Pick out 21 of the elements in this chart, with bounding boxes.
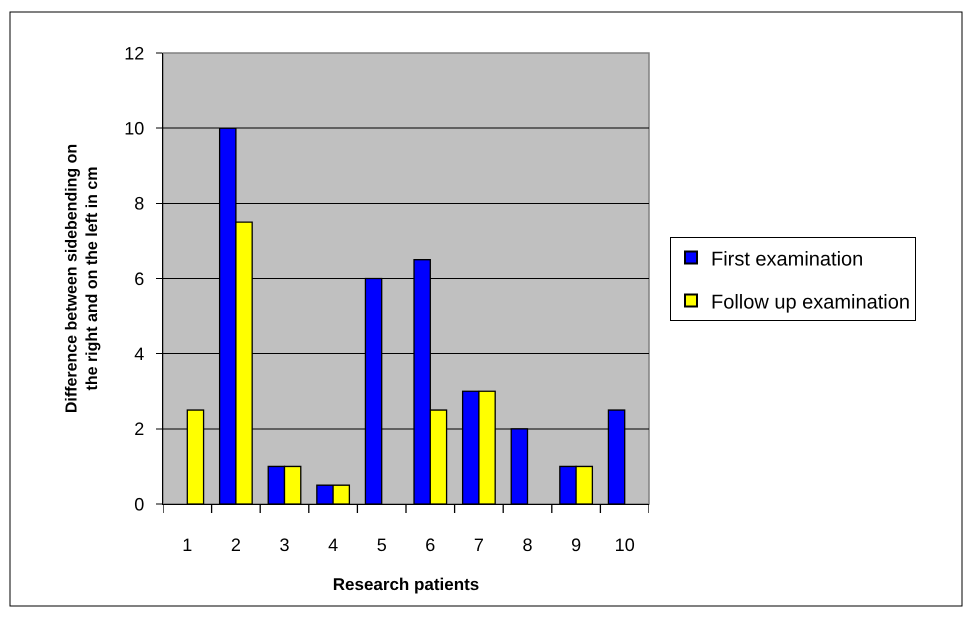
legend-label: Follow up examination	[711, 291, 910, 314]
y-tick-label: 12	[124, 43, 144, 64]
y-tick-label: 10	[124, 118, 144, 138]
x-tick-label: 4	[328, 534, 338, 555]
x-axis-title: Research patients	[332, 575, 480, 594]
x-tick-label: 3	[279, 534, 290, 555]
y-tick-label: 0	[134, 494, 144, 514]
y-tick-label: 6	[134, 268, 144, 289]
x-tick-label: 10	[614, 534, 635, 555]
legend-label: First examination	[711, 248, 864, 270]
y-tick-label: 2	[134, 419, 144, 440]
x-tick-label: 2	[230, 534, 241, 555]
y-axis-title: Difference between sidebending on the right and on the left in cm	[63, 144, 102, 414]
x-tick-label: 1	[182, 534, 192, 555]
y-tick-label: 4	[134, 344, 144, 364]
x-tick-label: 7	[474, 534, 484, 555]
x-tick-label: 6	[425, 534, 436, 555]
x-tick-label: 9	[571, 534, 582, 555]
x-tick-label: 5	[376, 534, 387, 555]
y-tick-label: 8	[134, 194, 144, 214]
x-tick-label: 8	[522, 534, 533, 555]
